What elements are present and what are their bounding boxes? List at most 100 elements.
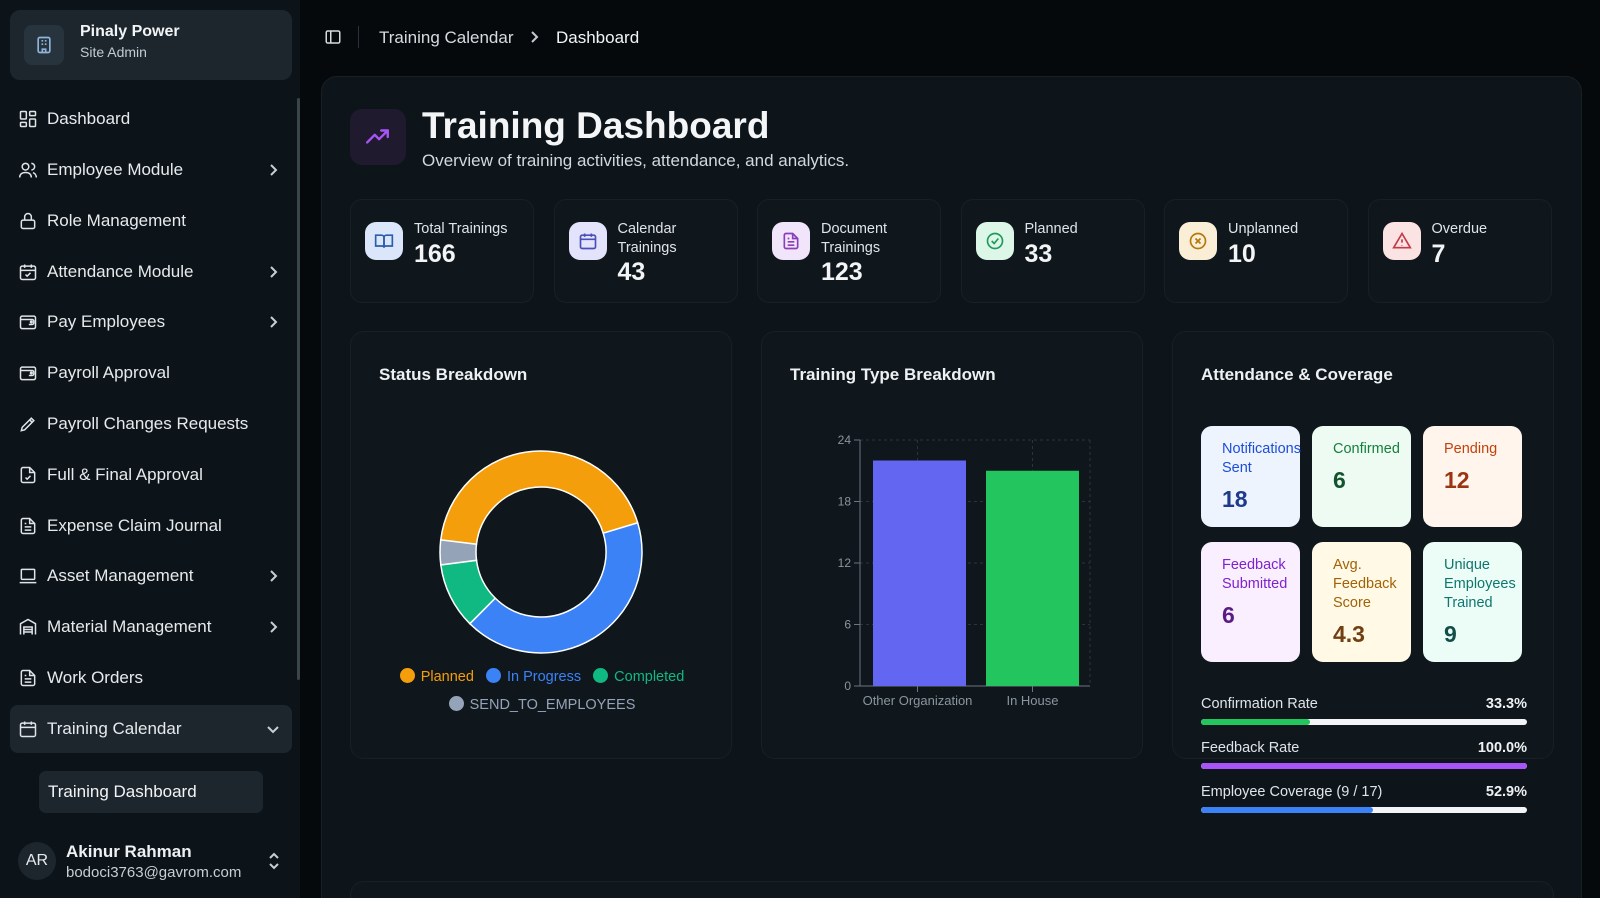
tile-label: Unique Employees Trained xyxy=(1444,557,1516,611)
sidebar-item-payroll-approval[interactable]: Payroll Approval xyxy=(10,352,292,394)
sidebar-item-label: Work Orders xyxy=(47,668,144,687)
calendar-icon xyxy=(568,222,607,260)
card-title: Training Type Breakdown xyxy=(790,365,996,384)
org-switcher[interactable]: Pinaly Power Site Admin xyxy=(10,10,292,80)
sidebar-item-work-orders[interactable]: Work Orders xyxy=(10,657,292,699)
tile-value: 6 xyxy=(1222,602,1235,628)
sidebar-item-training-calendar[interactable]: Training Calendar xyxy=(10,705,292,753)
page-subtitle: Overview of training activities, attenda… xyxy=(422,151,850,170)
sidebar-item-full-final-approval[interactable]: Full & Final Approval xyxy=(10,454,292,496)
x-tick-label: In House xyxy=(1006,693,1058,708)
y-tick-label: 0 xyxy=(844,679,851,693)
stat-label: Total Trainings xyxy=(414,221,508,237)
sidebar-item-employee-module[interactable]: Employee Module xyxy=(10,149,292,191)
stat-label: Document Trainings xyxy=(821,221,888,256)
sidebar-item-label: Dashboard xyxy=(47,109,131,128)
rate-label: Feedback Rate xyxy=(1201,740,1300,756)
metric-tile-notifications-sent: Notifications Sent 18 xyxy=(1201,426,1301,527)
sidebar-item-material-management[interactable]: Material Management xyxy=(10,606,292,648)
tile-value: 4.3 xyxy=(1333,621,1365,647)
stat-card-document-trainings: Document Trainings 123 xyxy=(757,199,941,303)
stat-value: 7 xyxy=(1431,240,1446,268)
avatar: AR xyxy=(18,842,56,880)
sidebar-item-dashboard[interactable]: Dashboard xyxy=(10,98,292,140)
progress-track xyxy=(1201,763,1527,769)
legend-item-completed[interactable]: Completed xyxy=(593,668,684,685)
y-tick-label: 18 xyxy=(838,495,852,509)
metric-tile-confirmed: Confirmed 6 xyxy=(1312,426,1411,527)
stat-label: Overdue xyxy=(1431,221,1488,237)
chevron-right-icon xyxy=(531,31,539,43)
sidebar-item-label: Material Management xyxy=(47,617,212,636)
status-breakdown-card: Status Breakdown Planned In Progress Com… xyxy=(350,331,732,759)
sidebar-item-attendance-module[interactable]: Attendance Module xyxy=(10,251,292,293)
progress-track xyxy=(1201,807,1527,813)
org-name: Pinaly Power xyxy=(80,23,180,40)
tile-label: Pending xyxy=(1444,441,1498,457)
rate-value: 33.3% xyxy=(1485,696,1527,712)
tile-label: Avg. Feedback Score xyxy=(1333,557,1397,611)
sidebar-item-pay-employees[interactable]: Pay Employees xyxy=(10,301,292,343)
file-text-icon xyxy=(20,669,36,687)
sidebar-item-expense-claim-journal[interactable]: Expense Claim Journal xyxy=(10,505,292,547)
page-title: Training Dashboard xyxy=(422,105,770,146)
stat-value: 166 xyxy=(414,240,456,268)
chevron-right-icon xyxy=(270,621,278,633)
user-menu[interactable]: AR Akinur Rahman bodoci3763@gavrom.com xyxy=(18,840,294,886)
subnav-training-dashboard[interactable]: Training Dashboard xyxy=(39,771,263,813)
file-text-icon xyxy=(772,222,810,260)
breadcrumb-current: Dashboard xyxy=(556,28,640,47)
donut-slice-send-to-employees[interactable] xyxy=(439,539,478,566)
progress-fill xyxy=(1201,763,1527,769)
chevron-right-icon xyxy=(270,570,278,582)
metric-tile-pending: Pending 12 xyxy=(1423,426,1522,527)
sidebar-item-payroll-changes-requests[interactable]: Payroll Changes Requests xyxy=(10,403,292,445)
legend-item-send-to-employees[interactable]: SEND_TO_EMPLOYEES xyxy=(448,696,636,713)
card-title: Attendance & Coverage xyxy=(1201,365,1393,384)
legend-item-planned[interactable]: Planned xyxy=(399,668,474,685)
bar-in-house[interactable] xyxy=(986,470,1079,686)
sidebar-scrollbar[interactable] xyxy=(297,98,300,680)
y-tick-label: 24 xyxy=(838,433,852,447)
book-open-icon xyxy=(365,222,403,260)
rate-label: Confirmation Rate xyxy=(1201,696,1318,712)
chevron-right-icon xyxy=(270,164,278,176)
calendar-check-icon xyxy=(19,264,37,281)
x-tick-label: Other Organization xyxy=(863,693,973,708)
bottom-card xyxy=(350,881,1554,898)
chevron-right-icon xyxy=(270,316,278,328)
progress-track xyxy=(1201,719,1527,725)
sidebar-item-label: Asset Management xyxy=(47,566,194,585)
sidebar-item-label: Expense Claim Journal xyxy=(47,516,222,535)
progress-fill xyxy=(1201,719,1310,725)
chevron-right-icon xyxy=(270,266,278,278)
sidebar-toggle-icon[interactable] xyxy=(324,28,342,46)
training-type-card: Training Type Breakdown 0 6 12 18 24 Other Or… xyxy=(761,331,1143,759)
status-donut-chart xyxy=(439,450,643,654)
legend-row-2: SEND_TO_EMPLOYEES xyxy=(351,696,733,713)
lock-icon xyxy=(20,212,36,230)
legend-label: SEND_TO_EMPLOYEES xyxy=(469,697,636,713)
legend-item-in-progress[interactable]: In Progress xyxy=(485,668,581,685)
donut-slice-planned[interactable] xyxy=(439,450,639,546)
sidebar-item-role-management[interactable]: Role Management xyxy=(10,200,292,242)
legend-dot xyxy=(448,696,464,711)
legend-row-1: Planned In Progress Completed xyxy=(351,668,733,685)
legend-dot xyxy=(399,668,415,683)
file-text-icon xyxy=(20,517,36,535)
sidebar-item-asset-management[interactable]: Asset Management xyxy=(10,555,292,597)
rate-label: Employee Coverage (9 / 17) xyxy=(1201,784,1383,800)
building-icon xyxy=(24,25,64,65)
legend-dot xyxy=(485,668,501,683)
y-tick-label: 12 xyxy=(838,556,852,570)
bar-other-organization[interactable] xyxy=(873,460,966,687)
y-tick-label: 6 xyxy=(844,618,851,632)
donut-slice-in-progress[interactable] xyxy=(468,521,643,654)
sidebar-item-label: Attendance Module xyxy=(47,262,194,281)
attendance-card: Attendance & Coverage Notifications Sent… xyxy=(1172,331,1554,813)
stat-label: Planned xyxy=(1024,221,1078,237)
training-type-bar-chart: 0 6 12 18 24 Other Organization In House xyxy=(838,433,1091,708)
breadcrumb-parent[interactable]: Training Calendar xyxy=(379,28,514,47)
sidebar-item-label: Full & Final Approval xyxy=(47,465,203,484)
layout-grid-icon xyxy=(19,110,37,128)
